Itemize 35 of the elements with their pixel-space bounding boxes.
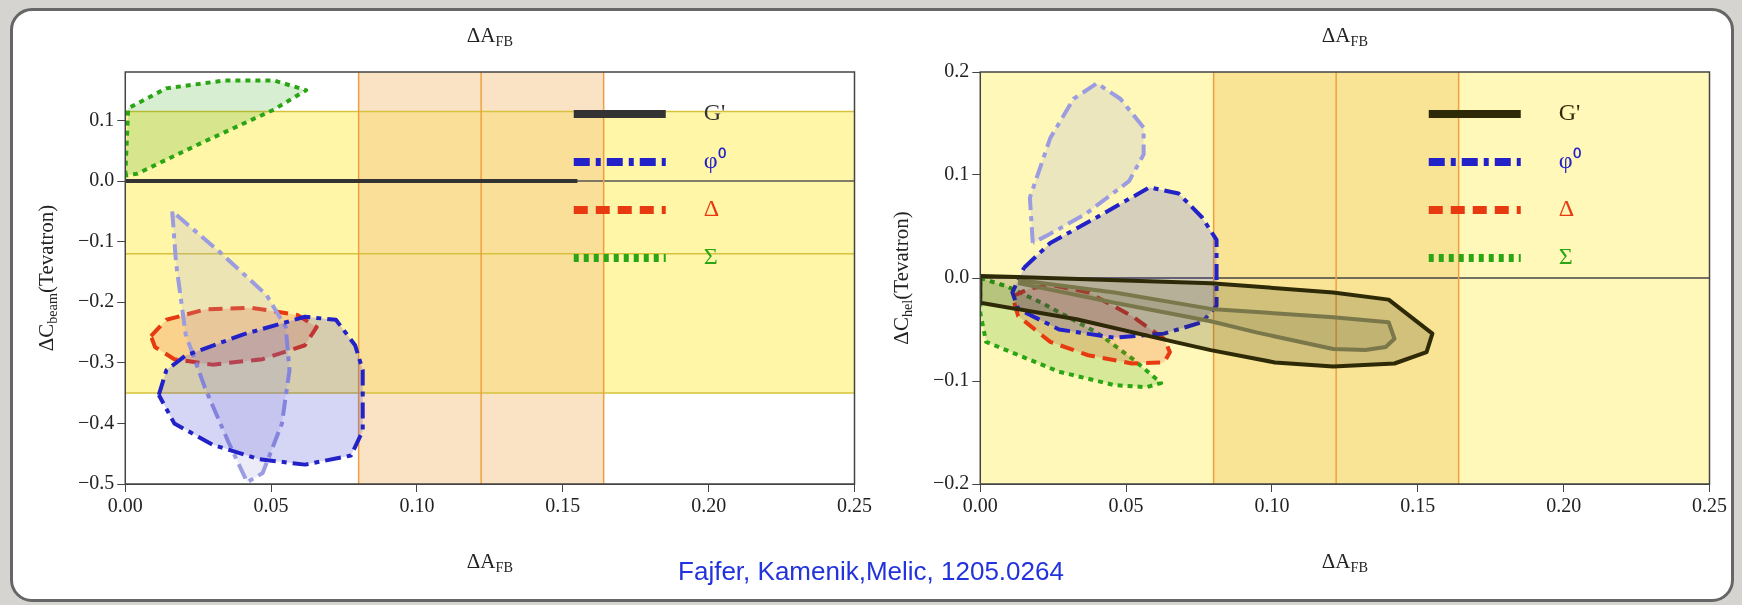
y-tick-label: −0.4 [78,410,115,433]
y-tick-label: 0.1 [89,107,115,130]
legend-label: Σ [703,243,718,270]
text: Fajfer, Kamenik,Melic, 1205.0264 [678,556,1064,586]
legend-label: G' [703,99,726,126]
x-tick-label: 0.15 [1400,494,1436,517]
y-axis-title: ΔCbeam(Tevatron) [33,204,61,352]
y-tick-label: 0.2 [944,59,970,82]
y-tick-label: −0.2 [78,289,115,312]
legend-label: Δ [1558,195,1575,222]
legend-label: φ⁰ [1558,147,1581,174]
y-tick-label: −0.5 [78,471,115,494]
x-tick-label: 0.05 [253,494,289,517]
x-tick-label: 0.15 [545,494,581,517]
x-tick-label: 0.25 [1692,494,1727,517]
x-tick-label: 0.20 [1546,494,1582,517]
y-tick-label: −0.2 [933,471,970,494]
x-tick-label: 0.10 [1254,494,1290,517]
y-tick-label: 0.0 [944,265,970,288]
legend-label: Δ [703,195,720,222]
x-tick-label: 0.25 [837,494,872,517]
y-tick-label: 0.0 [89,168,115,191]
y-axis-title: ΔChel(Tevatron) [888,211,916,345]
x-tick-label: 0.00 [962,494,998,517]
y-tick-label: −0.1 [933,368,970,391]
legend-label: G' [1558,99,1581,126]
x-tick-label: 0.05 [1108,494,1144,517]
x-tick-label: 0.00 [107,494,143,517]
y-tick-label: −0.3 [78,350,115,373]
y-tick-label: 0.1 [944,162,970,185]
x-tick-label: 0.20 [691,494,727,517]
y-tick-label: −0.1 [78,228,115,251]
legend-label: φ⁰ [703,147,726,174]
legend-label: Σ [1558,243,1573,270]
x-tick-label: 0.10 [399,494,435,517]
